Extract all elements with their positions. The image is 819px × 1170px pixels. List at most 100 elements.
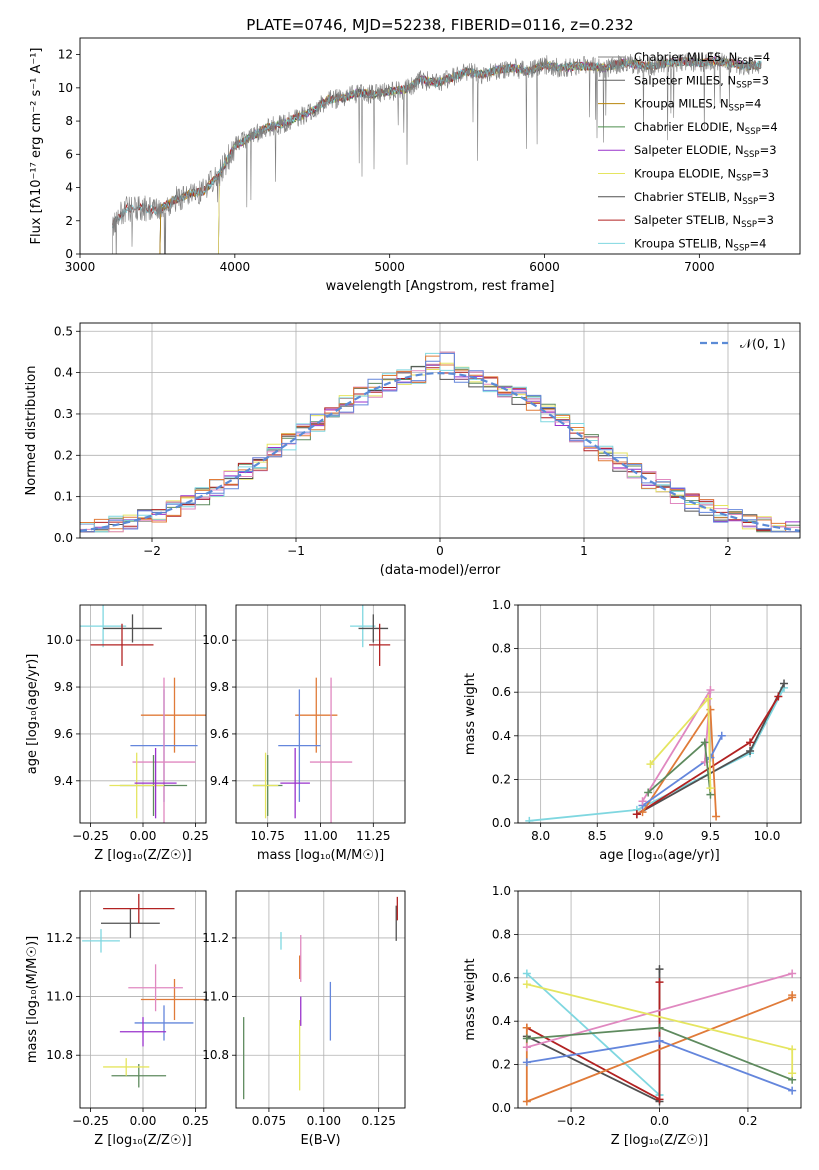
x-tick-label: 0.2	[738, 1114, 757, 1128]
y-axis-label: age [log₁₀(age/yr)]	[25, 654, 40, 775]
y-tick-label: 0.6	[492, 685, 511, 699]
data-point-marker	[746, 747, 755, 756]
legend-entry: 𝒩(0, 1)	[740, 336, 786, 351]
data-point-marker	[712, 812, 721, 821]
x-tick-label: 11.25	[356, 829, 390, 843]
y-tick-label: 11.2	[202, 931, 229, 945]
x-tick-label: −2	[143, 544, 161, 558]
x-tick-label: 4000	[220, 260, 251, 274]
data-point-marker	[655, 978, 664, 987]
x-tick-label: 7000	[684, 260, 715, 274]
y-tick-label: 9.6	[210, 727, 229, 741]
axes-frame	[235, 890, 406, 1109]
legend-entry: Kroupa MILES, NSSP=4	[634, 97, 761, 114]
y-tick-label: 1.0	[492, 598, 511, 612]
y-tick-label: 0.4	[54, 366, 73, 380]
x-tick-label: 0.100	[307, 1114, 341, 1128]
y-tick-label: 0.3	[54, 407, 73, 421]
y-tick-label: 0.5	[54, 324, 73, 338]
x-axis-label: wavelength [Angstrom, rest frame]	[326, 279, 555, 294]
legend-entry: Salpeter ELODIE, NSSP=3	[634, 143, 777, 160]
x-tick-label: −0.2	[556, 1114, 585, 1128]
x-tick-label: 3000	[65, 260, 96, 274]
axes-frame	[235, 604, 406, 824]
plot-area	[522, 965, 797, 1106]
x-tick-label: 10.75	[251, 829, 285, 843]
legend-entry: Chabrier STELIB, NSSP=3	[634, 190, 775, 207]
normal-curve	[80, 371, 800, 532]
x-axis-label: Z [log₁₀(Z/Z☉)]	[94, 1133, 191, 1148]
y-tick-label: 8	[65, 114, 73, 128]
y-axis-label: mass weight	[463, 958, 478, 1040]
y-axis-label: mass [log₁₀(M/M☉)]	[25, 936, 40, 1063]
x-axis-label: E(B-V)	[300, 1133, 340, 1148]
axes-frame	[79, 890, 207, 1109]
data-point-marker	[655, 1095, 664, 1104]
weight-line	[529, 687, 785, 822]
y-tick-label: 9.8	[54, 680, 73, 694]
y-tick-label: 2	[65, 214, 73, 228]
data-point-marker	[780, 679, 789, 688]
panel-residuals	[76, 322, 801, 542]
axes-frame	[517, 890, 802, 1109]
data-spectrum-line	[112, 51, 762, 254]
y-tick-label: 0.0	[54, 531, 73, 545]
y-tick-label: 9.6	[54, 727, 73, 741]
legend-entry: Chabrier MILES, NSSP=4	[634, 50, 770, 67]
panel-weight-vs-Z	[514, 890, 802, 1112]
y-tick-label: 10	[58, 81, 73, 95]
y-tick-label: 0.6	[492, 971, 511, 985]
x-tick-label: 0	[436, 544, 444, 558]
x-axis-label: Z [log₁₀(Z/Z☉)]	[611, 1133, 708, 1148]
x-tick-label: 9.0	[644, 829, 663, 843]
y-tick-label: 9.4	[54, 774, 73, 788]
axes-frame	[79, 322, 801, 539]
data-point-marker	[788, 1069, 797, 1078]
y-tick-label: 6	[65, 147, 73, 161]
data-point-marker	[788, 991, 797, 1000]
plot-area	[80, 605, 206, 823]
plot-area	[525, 679, 789, 823]
y-tick-label: 4	[65, 181, 73, 195]
x-axis-label: (data-model)/error	[380, 563, 501, 578]
x-tick-label: −1	[287, 544, 305, 558]
plot-area	[82, 893, 206, 1088]
data-point-marker	[522, 1043, 531, 1052]
y-tick-label: 9.8	[210, 680, 229, 694]
x-tick-label: 0.075	[252, 1114, 286, 1128]
x-axis-label: Z [log₁₀(Z/Z☉)]	[94, 848, 191, 863]
y-tick-label: 0.2	[54, 448, 73, 462]
y-tick-label: 0.2	[492, 772, 511, 786]
y-tick-label: 0.8	[492, 642, 511, 656]
data-point-marker	[644, 788, 653, 797]
data-point-marker	[638, 797, 647, 806]
x-axis-label: mass [log₁₀(M/M☉)]	[257, 848, 384, 863]
figure-title: PLATE=0746, MJD=52238, FIBERID=0116, z=0…	[246, 16, 633, 34]
data-point-marker	[655, 1036, 664, 1045]
axes-frame	[79, 37, 801, 255]
y-tick-label: 0.1	[54, 490, 73, 504]
data-point-marker	[522, 980, 531, 989]
x-tick-label: 0.125	[361, 1114, 395, 1128]
y-axis-label: Flux [fλ10⁻¹⁷ erg cm⁻² s⁻¹ A⁻¹]	[29, 48, 44, 245]
data-point-marker	[774, 692, 783, 701]
y-tick-label: 1.0	[492, 884, 511, 898]
y-tick-label: 0.0	[492, 816, 511, 830]
x-tick-label: 0.25	[182, 829, 209, 843]
x-tick-label: 8.5	[588, 829, 607, 843]
data-point-marker	[522, 1097, 531, 1106]
y-axis-label: mass weight	[463, 673, 478, 755]
legend-entry: Salpeter STELIB, NSSP=3	[634, 213, 774, 230]
data-point-marker	[655, 1023, 664, 1032]
y-tick-label: 0.0	[492, 1101, 511, 1115]
data-point-marker	[655, 965, 664, 974]
x-tick-label: −0.25	[72, 1114, 109, 1128]
weight-line	[526, 972, 661, 1096]
x-tick-label: 8.0	[531, 829, 550, 843]
y-axis-label: Normed distribution	[24, 366, 39, 496]
legend-entry: Salpeter MILES, NSSP=3	[634, 73, 769, 90]
data-point-marker	[717, 731, 726, 740]
x-tick-label: 11.00	[303, 829, 337, 843]
panel-mass-vs-Z	[76, 890, 207, 1112]
